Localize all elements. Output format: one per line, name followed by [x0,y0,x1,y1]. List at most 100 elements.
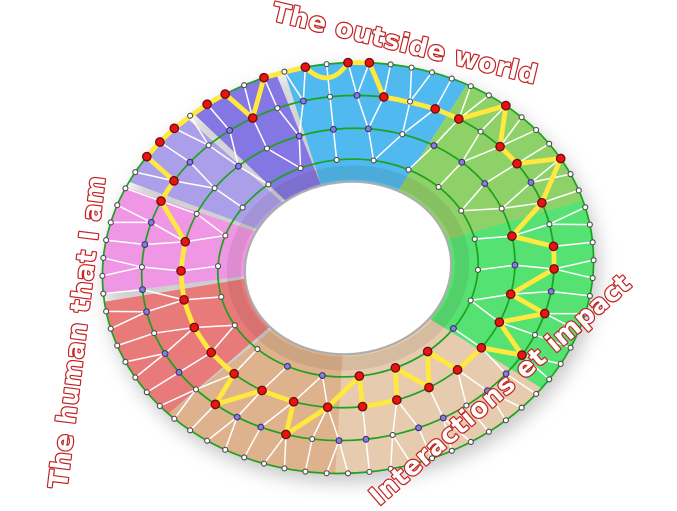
node-r1-21[interactable] [297,165,304,172]
node-r4-11[interactable] [533,126,540,134]
node-r3-26[interactable] [309,435,316,443]
node-r3-36[interactable] [139,286,146,294]
node-r1-17[interactable] [214,263,222,270]
node-r3-43[interactable] [205,142,212,149]
node-r4-58[interactable] [107,219,114,226]
node-r3-27[interactable] [281,429,291,440]
node-r4-3[interactable] [387,61,394,68]
node-r2-24[interactable] [180,236,191,247]
node-r4-71[interactable] [300,62,311,72]
node-r1-20[interactable] [265,181,272,188]
node-r3-18[interactable] [502,370,510,378]
node-r4-33[interactable] [428,455,436,462]
node-r3-5[interactable] [453,114,464,124]
node-r3-14[interactable] [547,288,555,295]
node-r1-19[interactable] [239,204,246,211]
node-r4-69[interactable] [259,72,269,83]
node-r4-39[interactable] [302,468,309,475]
node-r2-21[interactable] [189,322,200,333]
node-r1-8[interactable] [449,325,457,332]
node-r4-8[interactable] [485,92,492,99]
node-r4-41[interactable] [260,460,268,467]
node-r4-0[interactable] [323,61,330,68]
node-r4-49[interactable] [132,374,139,381]
node-r4-48[interactable] [143,389,150,396]
node-r2-18[interactable] [257,385,267,396]
node-r4-18[interactable] [589,239,596,246]
node-r3-31[interactable] [192,386,199,393]
node-r1-10[interactable] [390,362,401,373]
node-r4-27[interactable] [533,390,540,398]
node-r3-37[interactable] [138,264,145,271]
node-r4-4[interactable] [408,64,415,71]
node-r3-12[interactable] [548,241,559,252]
node-r4-28[interactable] [518,404,525,411]
node-r4-61[interactable] [132,169,139,176]
node-r4-15[interactable] [575,187,582,194]
node-r3-19[interactable] [483,387,491,395]
node-r4-19[interactable] [590,257,597,264]
node-r4-6[interactable] [448,75,455,82]
node-r4-42[interactable] [241,454,248,461]
node-r3-0[interactable] [326,93,334,100]
node-r4-10[interactable] [518,114,525,121]
node-r3-24[interactable] [362,435,370,443]
node-r3-30[interactable] [210,399,221,410]
node-r1-7[interactable] [467,297,474,304]
node-r2-8[interactable] [511,261,519,269]
node-r4-2[interactable] [364,57,375,68]
node-r4-16[interactable] [582,204,589,211]
node-r4-67[interactable] [220,89,231,99]
node-r4-59[interactable] [114,202,121,209]
node-r1-16[interactable] [218,293,225,300]
node-r4-23[interactable] [575,327,582,334]
node-r1-6[interactable] [474,266,482,273]
node-r2-5[interactable] [481,180,489,187]
node-r4-20[interactable] [589,275,596,282]
node-r4-13[interactable] [555,153,566,164]
node-r2-15[interactable] [357,401,368,412]
node-r4-45[interactable] [187,427,194,434]
node-r1-4[interactable] [458,207,465,214]
node-r3-6[interactable] [477,128,484,135]
node-r3-3[interactable] [406,98,414,105]
node-r1-1[interactable] [370,157,377,164]
node-r1-12[interactable] [318,372,326,379]
node-r4-38[interactable] [323,470,330,477]
node-r4-60[interactable] [122,185,129,192]
node-r3-33[interactable] [161,350,169,357]
node-r4-24[interactable] [567,344,574,351]
node-r4-47[interactable] [156,402,163,410]
node-r4-70[interactable] [281,68,288,75]
node-r4-21[interactable] [586,292,593,299]
node-r2-25[interactable] [193,210,200,217]
node-r3-2[interactable] [378,92,389,102]
node-r4-40[interactable] [281,465,288,472]
node-r3-41[interactable] [169,176,179,186]
node-r3-45[interactable] [247,113,258,123]
node-r1-9[interactable] [422,346,433,357]
node-r2-26[interactable] [211,185,218,192]
node-r4-43[interactable] [222,446,229,453]
node-r4-55[interactable] [99,272,106,279]
node-r3-1[interactable] [353,91,361,99]
node-r4-64[interactable] [169,123,180,134]
node-r1-3[interactable] [435,183,442,190]
node-r3-46[interactable] [274,105,281,112]
node-r3-39[interactable] [147,218,155,226]
node-r2-27[interactable] [234,162,242,170]
node-r3-20[interactable] [463,402,470,409]
node-r3-8[interactable] [512,158,522,169]
node-r3-35[interactable] [143,308,151,316]
node-r3-32[interactable] [175,368,183,376]
node-r3-9[interactable] [527,179,535,186]
node-r4-63[interactable] [155,137,165,147]
node-r2-19[interactable] [229,368,239,379]
node-r2-16[interactable] [322,402,333,413]
node-r3-13[interactable] [549,264,559,274]
node-r3-21[interactable] [439,414,447,422]
node-r1-2[interactable] [405,166,412,173]
node-r4-12[interactable] [546,140,553,147]
node-r1-15[interactable] [231,322,238,329]
node-r4-54[interactable] [100,290,107,297]
